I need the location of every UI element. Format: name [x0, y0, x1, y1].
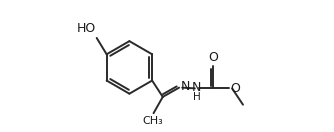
Text: O: O — [208, 51, 218, 64]
Text: N: N — [192, 81, 201, 94]
Text: CH₃: CH₃ — [143, 116, 163, 126]
Text: HO: HO — [76, 22, 96, 35]
Text: O: O — [230, 82, 240, 95]
Text: H: H — [193, 92, 201, 102]
Text: N: N — [181, 80, 190, 93]
